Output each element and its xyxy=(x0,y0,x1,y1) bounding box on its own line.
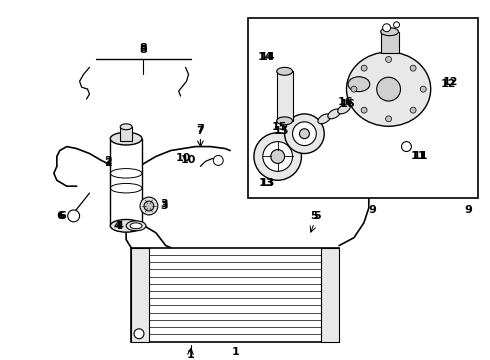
Text: 4: 4 xyxy=(113,221,121,231)
Circle shape xyxy=(254,133,301,180)
Text: 2: 2 xyxy=(104,157,112,166)
Circle shape xyxy=(263,141,293,171)
Circle shape xyxy=(410,107,416,113)
Circle shape xyxy=(401,141,412,152)
Text: 9: 9 xyxy=(369,205,377,215)
Text: 7: 7 xyxy=(196,124,204,134)
Text: 13: 13 xyxy=(259,178,274,188)
Bar xyxy=(381,32,398,54)
Ellipse shape xyxy=(381,28,398,36)
Text: 8: 8 xyxy=(139,42,147,53)
Text: 16: 16 xyxy=(339,99,355,109)
Circle shape xyxy=(293,122,317,145)
Ellipse shape xyxy=(328,109,341,119)
Bar xyxy=(110,139,142,226)
Circle shape xyxy=(144,201,154,211)
Text: 6: 6 xyxy=(56,211,64,221)
Circle shape xyxy=(285,114,324,153)
Ellipse shape xyxy=(120,124,132,130)
Circle shape xyxy=(140,197,158,215)
Ellipse shape xyxy=(346,52,431,126)
Bar xyxy=(321,248,339,342)
Text: 6: 6 xyxy=(58,211,66,221)
Ellipse shape xyxy=(277,117,293,125)
Bar xyxy=(248,18,478,198)
Text: 15: 15 xyxy=(274,126,289,136)
Ellipse shape xyxy=(338,104,350,114)
Circle shape xyxy=(386,57,392,62)
Circle shape xyxy=(386,116,392,122)
Text: 10: 10 xyxy=(176,153,191,163)
Text: 12: 12 xyxy=(441,79,456,89)
Text: 3: 3 xyxy=(160,201,168,211)
Circle shape xyxy=(393,22,399,28)
Ellipse shape xyxy=(110,220,142,232)
Text: 13: 13 xyxy=(260,178,275,188)
Circle shape xyxy=(420,86,426,92)
Ellipse shape xyxy=(318,114,331,124)
Text: 11: 11 xyxy=(411,152,426,162)
Circle shape xyxy=(134,329,144,339)
Ellipse shape xyxy=(130,223,142,229)
Circle shape xyxy=(383,24,391,32)
Circle shape xyxy=(271,149,285,163)
Text: 10: 10 xyxy=(181,156,196,166)
Ellipse shape xyxy=(126,221,146,231)
Text: 5: 5 xyxy=(314,211,321,221)
Text: 12: 12 xyxy=(442,77,458,87)
Bar xyxy=(120,127,132,141)
Text: 16: 16 xyxy=(337,97,353,107)
Text: 2: 2 xyxy=(104,158,112,168)
Text: 5: 5 xyxy=(311,211,318,221)
Circle shape xyxy=(361,107,367,113)
Circle shape xyxy=(299,129,309,139)
Text: 14: 14 xyxy=(260,53,275,62)
Circle shape xyxy=(68,210,79,222)
Bar xyxy=(131,248,149,342)
Bar xyxy=(131,248,339,342)
Circle shape xyxy=(213,156,223,165)
Text: 15: 15 xyxy=(272,122,287,132)
Text: 3: 3 xyxy=(160,199,168,209)
Text: 9: 9 xyxy=(464,205,472,215)
Bar xyxy=(277,71,293,121)
Ellipse shape xyxy=(277,67,293,75)
Ellipse shape xyxy=(110,132,142,145)
Text: 14: 14 xyxy=(258,53,273,62)
Text: 8: 8 xyxy=(139,45,147,54)
Circle shape xyxy=(361,65,367,71)
Text: 7: 7 xyxy=(196,126,204,136)
Circle shape xyxy=(410,65,416,71)
Text: 1: 1 xyxy=(187,350,195,360)
Circle shape xyxy=(377,77,400,101)
Circle shape xyxy=(351,86,357,92)
Text: 11: 11 xyxy=(413,152,428,162)
Ellipse shape xyxy=(348,77,370,91)
Text: 4: 4 xyxy=(115,221,123,231)
Text: 1: 1 xyxy=(231,347,239,357)
